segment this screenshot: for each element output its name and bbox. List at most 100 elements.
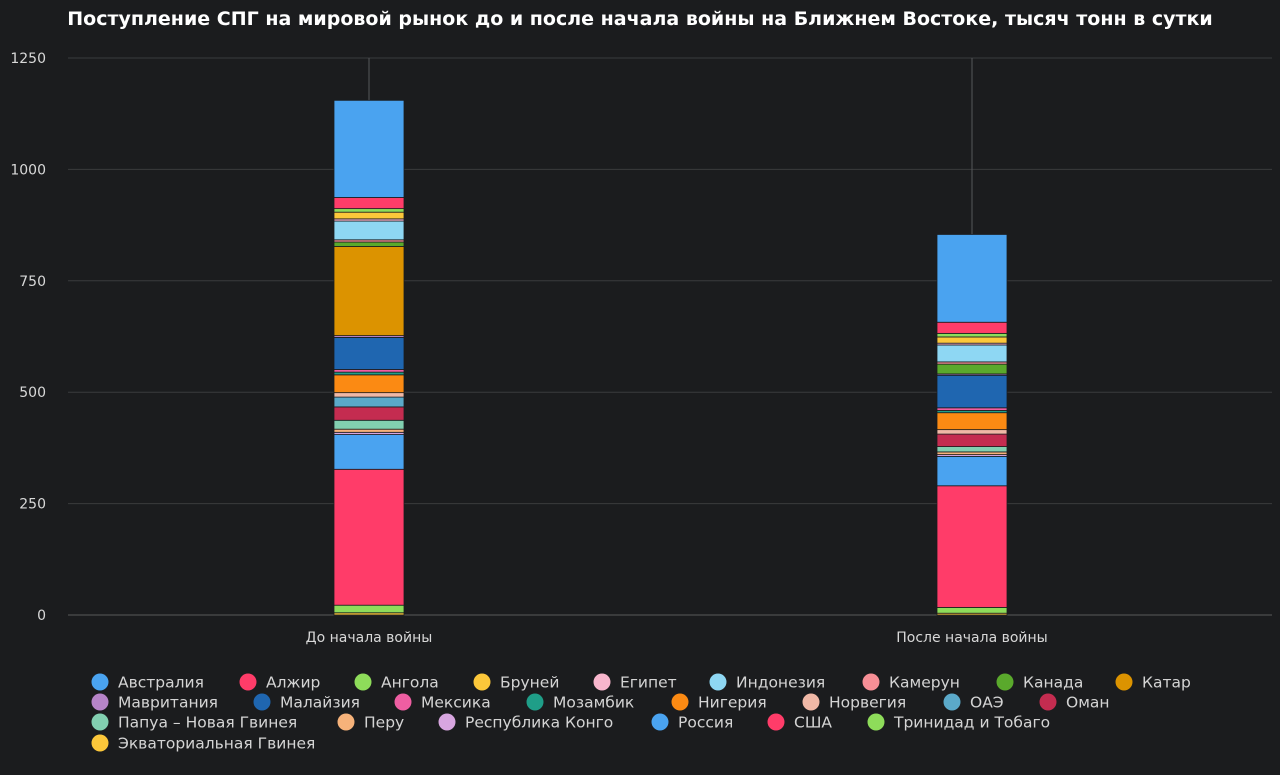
y-tick-label: 250 [19,497,46,513]
bar-segment[interactable] [333,241,405,247]
bar-segment[interactable] [936,429,1008,435]
bar-segment[interactable] [333,336,405,370]
y-tick-label: 0 [37,608,46,624]
legend-item[interactable]: Папуа – Новая Гвинея [91,713,298,732]
legend-item[interactable]: Мексика [394,693,491,712]
legend-label: Ангола [381,674,439,692]
legend-label: Бруней [500,674,559,692]
bar-segment[interactable] [333,99,405,198]
legend-item[interactable]: ОАЭ [943,693,1004,712]
legend-item[interactable]: Республика Конго [438,713,614,732]
legend-swatch [709,673,727,691]
bar-segment[interactable] [333,434,405,470]
bar-segment[interactable] [333,197,405,210]
bar-segment[interactable] [936,451,1008,455]
legend-item[interactable]: Индонезия [709,673,826,692]
legend-item[interactable]: Норвегия [802,693,907,712]
legend-item[interactable]: Камерун [862,673,960,692]
legend-label: Алжир [266,674,320,692]
bar-segment[interactable] [333,396,405,408]
legend-item[interactable]: Австралия [91,673,204,692]
legend-item[interactable]: Нигерия [671,693,767,712]
gridlines [68,57,1272,616]
legend-label: Малайзия [280,694,360,712]
bar-segment[interactable] [936,433,1008,447]
legend-item[interactable]: Алжир [239,673,321,692]
legend-swatch [593,673,611,691]
legend-item[interactable]: Малайзия [253,693,361,712]
bar-segment[interactable] [333,392,405,398]
legend-item[interactable]: Экваториальная Гвинея [91,734,316,753]
legend-label: Австралия [118,674,204,692]
bar-segment[interactable] [936,332,1008,338]
bar-segment[interactable] [936,607,1008,614]
bar-segment[interactable] [333,428,405,433]
bar-segment[interactable] [333,374,405,394]
legend-swatch [802,693,820,711]
legend-item[interactable]: Мозамбик [526,693,635,712]
legend-swatch [943,693,961,711]
legend-item[interactable]: Мавритания [91,693,218,712]
legend-item[interactable]: Катар [1115,673,1191,692]
legend-label: Камерун [889,674,960,692]
bar-segment[interactable] [936,363,1008,375]
bar-segment[interactable] [333,371,405,376]
legend-item[interactable]: Ангола [354,673,439,692]
legend: Австралия Алжир Ангола Бруней Египет Индонези… [91,673,1191,753]
legend-swatch [996,673,1014,691]
legend-item[interactable]: Тринидад и Тобаго [867,713,1051,732]
bar-segment[interactable] [936,407,1008,411]
y-tick-label: 750 [19,274,46,290]
legend-label: Мозамбик [553,694,634,712]
bar-segment[interactable] [333,604,405,614]
bar-segment[interactable] [936,234,1008,323]
legend-swatch [253,693,271,711]
y-tick-label: 1000 [10,162,46,178]
bar-segment[interactable] [936,336,1008,344]
bar-segment[interactable] [333,246,405,337]
legend-label: Мексика [421,694,491,712]
legend-label: Канада [1023,674,1083,692]
legend-label: Индонезия [736,674,825,692]
legend-swatch [1115,673,1133,691]
stacked-bars [333,58,1008,616]
bar-segment[interactable] [936,485,1008,608]
legend-swatch [767,713,785,731]
legend-label: США [794,714,832,732]
bar-segment[interactable] [333,220,405,241]
legend-swatch [91,734,109,752]
bar-segment[interactable] [936,321,1008,334]
chart-title: Поступление СПГ на мировой рынок до и по… [67,8,1212,30]
legend-swatch [862,673,880,691]
legend-label: Оман [1066,694,1110,712]
bar-segment[interactable] [936,446,1008,453]
bar-segment[interactable] [936,412,1008,431]
legend-swatch [1039,693,1057,711]
bar-segment[interactable] [936,374,1008,409]
bar-segment[interactable] [333,406,405,421]
legend-item[interactable]: Канада [996,673,1084,692]
bar-segment[interactable] [333,468,405,606]
bar-segment[interactable] [333,211,405,220]
legend-swatch [473,673,491,691]
legend-item[interactable]: Оман [1039,693,1110,712]
bar-segment[interactable] [333,208,405,213]
bar-segment[interactable] [936,455,1008,487]
bar-segment[interactable] [936,344,1008,363]
bar-segment[interactable] [333,419,405,430]
bar-segment[interactable] [333,369,405,373]
stacked-bar[interactable] [333,99,405,616]
y-axis: 0 250 500 750 1000 1250 [10,51,46,624]
legend-label: Россия [678,714,733,732]
legend-item[interactable]: Бруней [473,673,560,692]
legend-item[interactable]: США [767,713,833,732]
legend-swatch [867,713,885,731]
legend-swatch [354,673,372,691]
legend-item[interactable]: Египет [593,673,677,692]
legend-item[interactable]: Перу [337,713,405,732]
legend-item[interactable]: Россия [651,713,734,732]
x-tick-label: После начала войны [896,630,1047,646]
stacked-bar[interactable] [936,234,1008,616]
legend-label: Папуа – Новая Гвинея [118,714,297,732]
